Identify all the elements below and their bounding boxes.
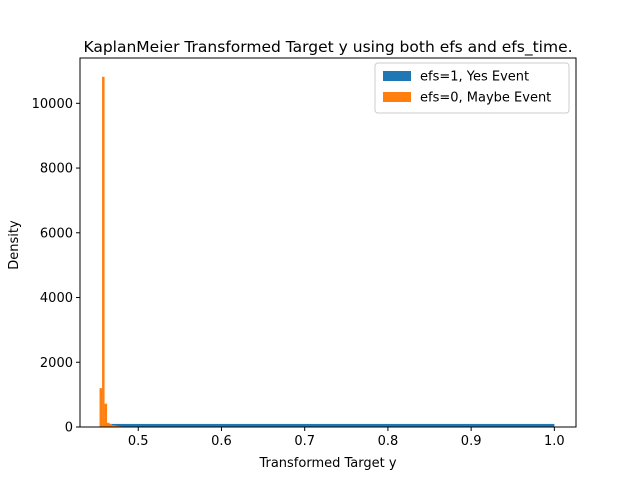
- histogram-bar: [104, 403, 108, 427]
- legend-swatch: [383, 92, 411, 102]
- legend-label: efs=0, Maybe Event: [420, 91, 551, 106]
- x-tick-label: 0.6: [211, 434, 232, 449]
- x-tick-label: 0.9: [461, 434, 482, 449]
- y-tick-label: 6000: [40, 226, 73, 241]
- y-tick-label: 10000: [32, 97, 73, 112]
- histogram-bar: [102, 76, 105, 427]
- series-1: [103, 423, 555, 427]
- x-axis-ticks: 0.5 0.6 0.7 0.8 0.9 1.0: [128, 427, 565, 449]
- y-tick-label: 0: [65, 421, 73, 436]
- y-axis-label: Density: [7, 220, 22, 270]
- histogram-bar: [107, 422, 110, 427]
- y-axis-ticks: 0 2000 4000 6000 8000 10000: [32, 97, 80, 436]
- legend: efs=1, Yes Event efs=0, Maybe Event: [374, 62, 570, 114]
- plot-frame: [79, 57, 577, 428]
- histogram-bar: [112, 425, 115, 427]
- y-tick-label: 2000: [40, 356, 73, 371]
- histogram-bar: [109, 424, 113, 427]
- histogram-bar: [99, 388, 103, 427]
- histogram-bar: [114, 425, 118, 427]
- histogram-bar: [103, 423, 555, 427]
- chart-title: KaplanMeier Transformed Target y using b…: [83, 38, 572, 57]
- x-tick-label: 0.5: [128, 434, 149, 449]
- legend-swatch: [383, 71, 411, 81]
- x-axis-label: Transformed Target y: [258, 456, 396, 471]
- x-tick-label: 0.8: [378, 434, 399, 449]
- y-tick-label: 4000: [40, 291, 73, 306]
- x-tick-label: 0.7: [294, 434, 315, 449]
- legend-box: [374, 62, 570, 114]
- x-tick-label: 1.0: [544, 434, 565, 449]
- legend-label: efs=1, Yes Event: [420, 70, 529, 85]
- series-2: [99, 76, 130, 427]
- plot-bars: [99, 76, 555, 427]
- y-tick-label: 8000: [40, 162, 73, 177]
